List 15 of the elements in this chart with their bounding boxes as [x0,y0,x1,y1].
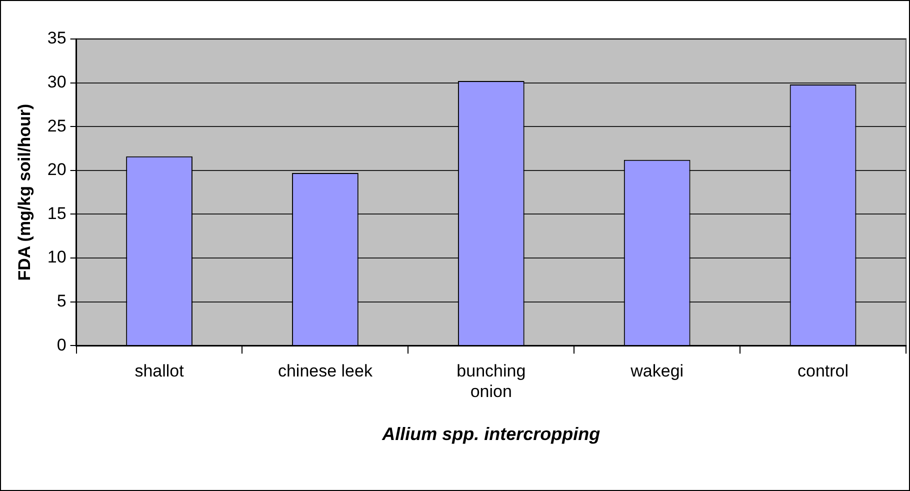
y-tick-label: 35 [47,28,66,48]
y-axis-title: FDA (mg/kg soil/hour) [14,104,34,281]
x-axis-title: Allium spp. intercropping [381,424,600,444]
y-tick-label: 30 [47,72,66,92]
x-tick-label: shallot [134,361,184,380]
y-tick-label: 0 [56,335,66,354]
y-tick-label: 10 [47,248,66,267]
x-tick-label: bunching onion [456,361,526,401]
x-tick-label: control [798,361,849,380]
y-tick-label: 5 [56,291,66,310]
y-tick-label: 25 [47,116,66,136]
y-tick-label: 20 [47,160,66,180]
x-tick-label: chinese leek [278,361,373,380]
y-tick-label: 15 [47,204,66,223]
x-tick-label: wakegi [630,361,684,380]
